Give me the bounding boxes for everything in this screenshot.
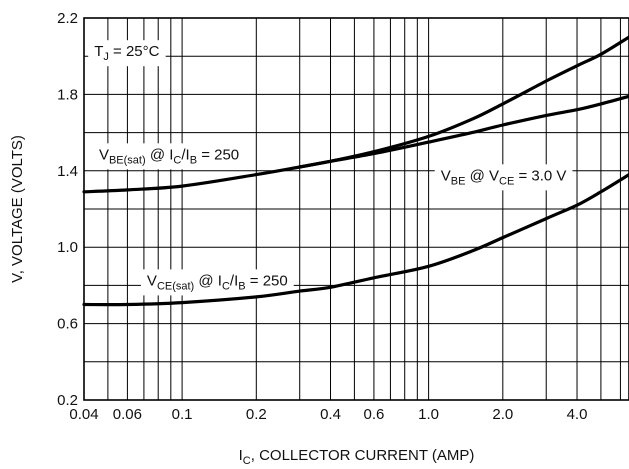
data-series bbox=[82, 35, 629, 307]
y-tick-label: 0.6 bbox=[57, 316, 78, 333]
annotation-part: /I bbox=[230, 272, 238, 289]
x-axis-title: IC, COLLECTOR CURRENT (AMP) bbox=[239, 447, 475, 467]
annotation-part: V bbox=[99, 146, 109, 163]
x-axis-title-main: I bbox=[239, 447, 243, 464]
annotation-bg-tj bbox=[88, 40, 166, 67]
annotation-part: = 250 bbox=[197, 146, 239, 163]
annotation-part: @ V bbox=[465, 167, 499, 184]
annotation-part: C bbox=[173, 154, 181, 166]
annotation-tj: TJ = 25°C bbox=[94, 43, 159, 63]
series-line-vbe_sat bbox=[82, 35, 629, 194]
annotation-part: B bbox=[190, 154, 197, 166]
x-tick-label: 0.1 bbox=[172, 406, 193, 423]
series-line-vbe bbox=[298, 94, 629, 169]
annotation-part: C bbox=[222, 280, 230, 292]
x-tick-label: 2.0 bbox=[492, 406, 513, 423]
plot-frame bbox=[83, 17, 629, 401]
y-tick-label: 1.0 bbox=[57, 239, 78, 256]
x-tick-label: 4.0 bbox=[567, 406, 588, 423]
annotation-vbe_sat_label: VBE(sat) @ IC/IB = 250 bbox=[99, 146, 239, 166]
x-tick-label: 0.6 bbox=[363, 406, 384, 423]
grid-lines bbox=[83, 17, 629, 401]
annotation-part: = 25°C bbox=[109, 43, 160, 60]
annotation-part: CE bbox=[499, 175, 514, 187]
annotation-vce_sat_label: VCE(sat) @ IC/IB = 250 bbox=[147, 272, 288, 292]
annotation-vbe_label: VBE @ VCE = 3.0 V bbox=[441, 167, 567, 187]
series-line-vce_sat bbox=[82, 173, 629, 307]
annotation-part: BE bbox=[451, 175, 466, 187]
x-axis-title-sub: C bbox=[243, 455, 251, 467]
annotation-part: = 250 bbox=[246, 272, 288, 289]
annotation-backgrounds bbox=[88, 40, 573, 296]
annotation-part: T bbox=[94, 43, 103, 60]
annotation-part: @ I bbox=[146, 146, 174, 163]
annotation-part: B bbox=[238, 280, 245, 292]
annotation-part: /I bbox=[181, 146, 189, 163]
annotation-bg-vce_sat_label bbox=[140, 269, 294, 296]
x-tick-label: 0.2 bbox=[246, 406, 267, 423]
y-tick-label: 2.2 bbox=[57, 10, 78, 27]
x-tick-label: 0.06 bbox=[113, 406, 142, 423]
x-tick-labels: 0.04 0.06 0.1 0.2 0.4 0.6 1.0 2.0 4.0 bbox=[69, 406, 587, 423]
y-tick-label: 0.2 bbox=[57, 392, 78, 409]
annotation-part: CE(sat) bbox=[157, 280, 194, 292]
annotation-part: BE(sat) bbox=[109, 154, 146, 166]
annotation-part: V bbox=[147, 272, 157, 289]
y-tick-label: 1.8 bbox=[57, 86, 78, 103]
y-tick-label: 1.4 bbox=[57, 163, 78, 180]
annotation-part: V bbox=[441, 167, 451, 184]
y-axis-title: V, VOLTAGE (VOLTS) bbox=[9, 135, 26, 283]
annotation-part: = 3.0 V bbox=[514, 167, 566, 184]
annotation-part: @ I bbox=[194, 272, 222, 289]
x-tick-label: 0.4 bbox=[320, 406, 341, 423]
annotation-bg-vbe_label bbox=[434, 164, 573, 191]
x-axis-title-rest: , COLLECTOR CURRENT (AMP) bbox=[251, 447, 475, 464]
annotation-part: J bbox=[103, 51, 109, 63]
x-tick-label: 0.04 bbox=[69, 406, 98, 423]
annotation-bg-vbe_sat_label bbox=[92, 143, 246, 170]
y-tick-labels: 0.2 0.6 1.0 1.4 1.8 2.2 bbox=[57, 10, 78, 409]
x-tick-label: 1.0 bbox=[418, 406, 439, 423]
